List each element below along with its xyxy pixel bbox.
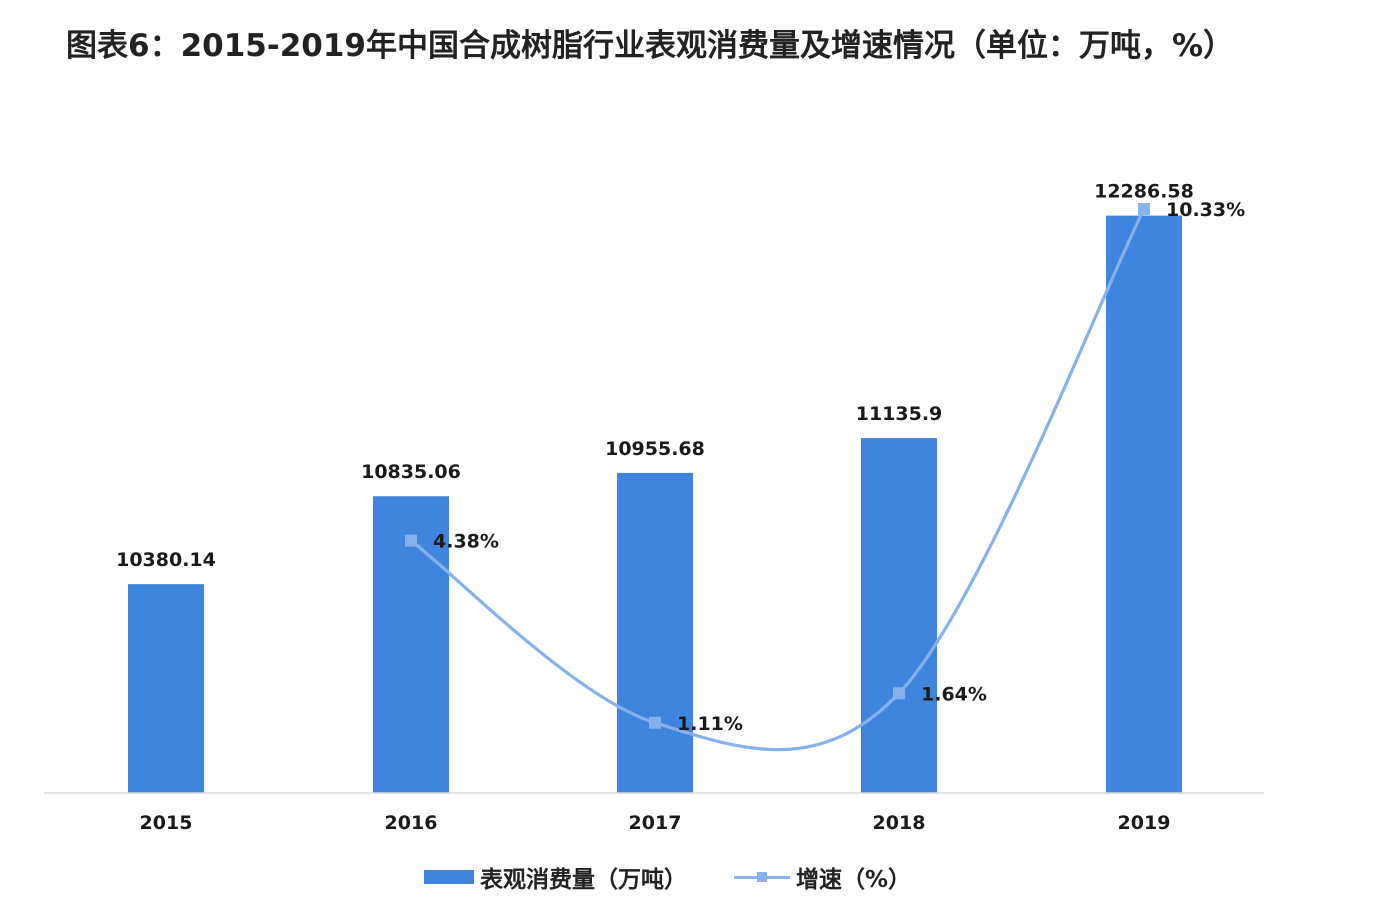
bar-2015 xyxy=(128,584,204,793)
growth-marker-2018 xyxy=(893,687,905,700)
chart-labels: 10380.14 2015 10835.06 2016 10955.68 2017 1113… xyxy=(116,181,1245,834)
chart-title: 图表6：2015-2019年中国合成树脂行业表观消费量及增速情况（单位：万吨，%… xyxy=(66,28,1235,64)
growth-value-label-2017: 1.11% xyxy=(677,713,743,735)
chart-area: 10380.14 2015 10835.06 2016 10955.68 2017 1113… xyxy=(44,181,1264,834)
bar-value-label-2015: 10380.14 xyxy=(116,549,216,571)
legend-label-growth: 增速（%） xyxy=(796,867,912,893)
legend-label-consumption: 表观消费量（万吨） xyxy=(480,867,687,893)
legend-item-consumption: 表观消费量（万吨） xyxy=(424,860,687,894)
growth-value-label-2019: 10.33% xyxy=(1166,199,1245,221)
x-tick-label-2017: 2017 xyxy=(629,812,682,834)
growth-value-label-2018: 1.64% xyxy=(921,683,987,705)
bar-2017 xyxy=(617,472,693,793)
bar-2018 xyxy=(861,438,937,793)
growth-marker-2016 xyxy=(405,534,417,547)
growth-line-series xyxy=(405,203,1150,752)
bar-value-label-2018: 11135.9 xyxy=(856,403,943,425)
x-tick-label-2018: 2018 xyxy=(873,812,926,834)
growth-value-label-2016: 4.38% xyxy=(433,531,499,553)
growth-line xyxy=(410,208,1146,752)
bar-series xyxy=(128,215,1182,793)
legend-bar-swatch xyxy=(424,870,474,884)
legend: 表观消费量（万吨） 增速（%） xyxy=(0,860,1374,894)
legend-item-growth: 增速（%） xyxy=(734,860,911,894)
bar-2019 xyxy=(1106,215,1182,793)
x-tick-label-2015: 2015 xyxy=(140,812,193,834)
growth-marker-2019 xyxy=(1138,203,1150,216)
legend-line-swatch xyxy=(734,870,790,884)
bar-value-label-2016: 10835.06 xyxy=(361,461,461,483)
x-tick-label-2016: 2016 xyxy=(385,812,438,834)
bar-value-label-2019: 12286.58 xyxy=(1094,181,1194,203)
x-tick-label-2019: 2019 xyxy=(1118,812,1171,834)
growth-marker-2017 xyxy=(649,716,661,729)
bar-value-label-2017: 10955.68 xyxy=(605,438,705,460)
